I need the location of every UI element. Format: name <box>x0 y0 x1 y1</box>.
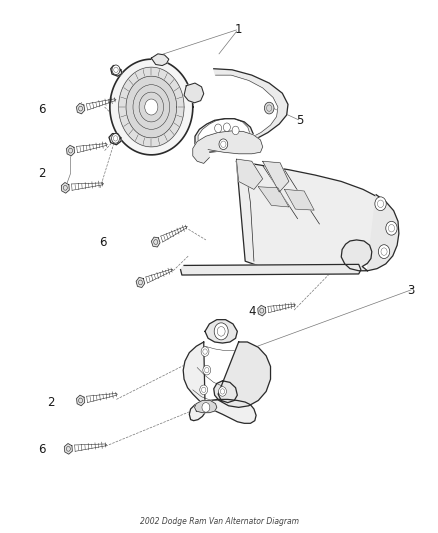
Circle shape <box>201 347 209 357</box>
Polygon shape <box>258 305 266 316</box>
Polygon shape <box>258 187 289 207</box>
Circle shape <box>232 126 239 135</box>
Circle shape <box>203 366 211 375</box>
Text: 2: 2 <box>47 395 55 409</box>
Text: 4: 4 <box>248 305 255 318</box>
Polygon shape <box>126 76 177 138</box>
Polygon shape <box>285 189 314 210</box>
Text: 2002 Dodge Ram Van Alternator Diagram: 2002 Dodge Ram Van Alternator Diagram <box>139 517 299 526</box>
Polygon shape <box>183 342 256 423</box>
Polygon shape <box>109 134 121 145</box>
Circle shape <box>219 139 228 150</box>
Circle shape <box>145 99 158 115</box>
Circle shape <box>375 197 386 211</box>
Circle shape <box>219 386 226 396</box>
Text: 6: 6 <box>39 103 46 116</box>
Polygon shape <box>111 66 122 76</box>
Circle shape <box>223 123 230 132</box>
Polygon shape <box>136 277 145 287</box>
Polygon shape <box>61 182 69 193</box>
Polygon shape <box>205 320 237 343</box>
Text: 5: 5 <box>296 114 304 127</box>
Circle shape <box>112 65 120 75</box>
Polygon shape <box>152 237 160 247</box>
Polygon shape <box>193 131 263 164</box>
Polygon shape <box>67 146 74 156</box>
Circle shape <box>265 102 274 114</box>
Text: 2: 2 <box>39 167 46 180</box>
Text: 6: 6 <box>39 443 46 456</box>
Polygon shape <box>110 59 193 155</box>
Circle shape <box>200 385 208 394</box>
Circle shape <box>215 124 222 133</box>
Polygon shape <box>180 264 361 275</box>
Circle shape <box>386 221 397 235</box>
Polygon shape <box>341 195 399 271</box>
Text: 1: 1 <box>235 23 242 36</box>
Circle shape <box>202 402 210 412</box>
Circle shape <box>112 134 120 143</box>
Polygon shape <box>194 400 217 413</box>
Circle shape <box>378 245 390 259</box>
Polygon shape <box>214 342 271 407</box>
Polygon shape <box>151 54 169 66</box>
Text: 3: 3 <box>407 284 415 297</box>
Polygon shape <box>237 161 396 274</box>
Text: 6: 6 <box>99 236 107 249</box>
Polygon shape <box>64 443 72 454</box>
Circle shape <box>214 323 228 340</box>
Polygon shape <box>195 69 288 152</box>
Polygon shape <box>237 159 263 189</box>
Polygon shape <box>77 103 85 114</box>
Polygon shape <box>119 67 184 147</box>
Polygon shape <box>184 83 204 103</box>
Polygon shape <box>263 161 289 192</box>
Polygon shape <box>77 395 85 406</box>
